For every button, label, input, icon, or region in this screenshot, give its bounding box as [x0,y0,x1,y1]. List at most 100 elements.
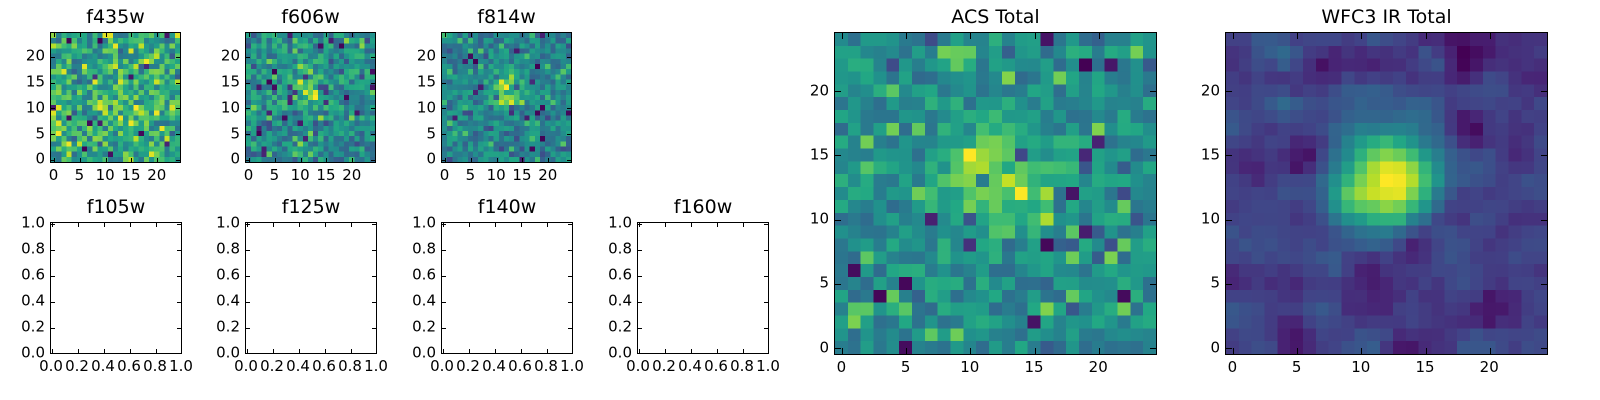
heatmap-image-acs-total [835,33,1156,354]
y-tick-label: 0.8 [412,239,436,258]
tick-mark [1098,348,1100,354]
tick-mark [246,82,250,84]
tick-mark [638,349,640,353]
x-tick-label: 1.0 [364,357,388,375]
tick-mark [350,349,352,353]
x-tick-label: 15 [512,166,532,184]
x-tick-label: 1.0 [560,357,584,375]
tick-mark [769,349,770,353]
tick-mark [567,108,571,110]
x-tick-label: 0.6 [704,357,728,375]
y-tick-label: 15 [809,145,829,164]
x-tick-label: 15 [316,166,336,184]
tick-mark [324,223,326,227]
tick-mark [79,33,81,37]
plot-area-acs-total [834,32,1157,355]
tick-mark [1361,33,1363,39]
y-tick-label: 1.0 [608,213,632,232]
y-tick-label: 15 [25,72,45,91]
x-tick-label: 10 [1351,358,1371,376]
heatmap-image-wfc3-ir-total [1226,33,1547,354]
tick-mark [546,223,548,227]
tick-mark [690,349,692,353]
tick-mark [442,56,446,58]
panel-title-f140w: f140w [477,196,537,218]
tick-mark [51,275,55,277]
tick-mark [103,223,105,227]
plot-area-f435w [50,32,181,163]
tick-mark [51,159,55,161]
panel-title-f105w: f105w [86,196,146,218]
tick-mark [1034,33,1036,39]
tick-mark [496,33,498,37]
x-tick-label: 0.4 [286,357,310,375]
tick-mark [54,33,56,37]
tick-mark [835,348,841,350]
tick-mark [326,33,328,37]
tick-mark [371,56,375,58]
tick-mark [103,349,105,353]
tick-mark [77,349,79,353]
plot-area-f105w [50,222,182,354]
tick-mark [246,354,250,355]
tick-mark [105,158,107,162]
tick-mark [249,33,251,37]
tick-mark [769,223,770,227]
x-tick-label: 0.8 [338,357,362,375]
tick-mark [573,349,574,353]
tick-mark [906,348,908,354]
tick-mark [567,134,571,136]
x-tick-label: 0.8 [730,357,754,375]
tick-mark [246,249,250,251]
heatmap-image-f435w [51,33,180,162]
y-tick-label: 0.6 [216,265,240,284]
tick-mark [906,33,908,39]
tick-mark [764,249,768,251]
y-tick-label: 0 [819,338,829,357]
x-tick-label: 0.6 [508,357,532,375]
tick-mark [1098,33,1100,39]
y-tick-label: 10 [809,209,829,228]
x-tick-label: 0.4 [678,357,702,375]
tick-mark [272,223,274,227]
plot-area-f606w [245,32,376,163]
tick-mark [494,223,496,227]
tick-mark [568,354,572,355]
x-tick-label: 20 [1088,358,1108,376]
tick-mark [442,249,446,251]
x-tick-label: 0.2 [65,357,89,375]
x-tick-label: 15 [121,166,141,184]
y-tick-label: 5 [35,124,45,143]
tick-mark [835,219,841,221]
x-tick-label: 1.0 [169,357,193,375]
tick-mark [371,134,375,136]
tick-mark [246,134,250,136]
tick-mark [51,249,55,251]
tick-mark [176,56,180,58]
tick-mark [176,134,180,136]
tick-mark [1489,348,1491,354]
x-tick-label: 5 [1291,358,1302,376]
tick-mark [176,82,180,84]
tick-mark [1226,283,1232,285]
tick-mark [157,158,159,162]
x-tick-label: 20 [1479,358,1499,376]
x-tick-label: 0.0 [430,357,454,375]
tick-mark [664,223,666,227]
x-tick-label: 0 [243,166,254,184]
y-tick-label: 20 [1200,81,1220,100]
tick-mark [1425,33,1427,39]
tick-mark [51,354,55,355]
tick-mark [568,275,572,277]
tick-mark [155,349,157,353]
tick-mark [246,159,250,161]
tick-mark [372,301,376,303]
tick-mark [246,223,250,225]
panel-title-f435w: f435w [86,6,145,28]
tick-mark [1425,348,1427,354]
tick-mark [131,33,133,37]
x-tick-label: 0.4 [482,357,506,375]
panel-title-f606w: f606w [281,6,340,28]
tick-mark [546,349,548,353]
tick-mark [468,349,470,353]
